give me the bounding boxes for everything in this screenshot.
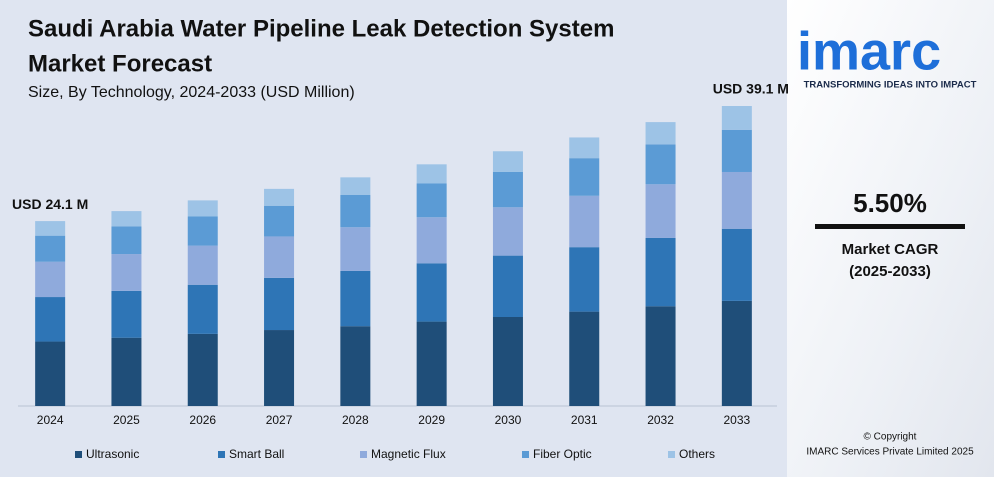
legend-swatch: [218, 451, 225, 458]
logo: imarc: [797, 21, 941, 81]
bar-segment: [645, 184, 676, 238]
chart-subtitle: Size, By Technology, 2024-2033 (USD Mill…: [28, 84, 355, 101]
bar-segment: [492, 255, 523, 317]
bar-segment: [340, 227, 371, 271]
cagr-value: 5.50%: [853, 188, 927, 218]
bar-segment: [35, 261, 66, 298]
bar-segment: [111, 226, 142, 255]
bar-segment: [492, 316, 523, 406]
bar-segment: [187, 284, 218, 334]
annotation: USD 39.1 M: [713, 81, 789, 97]
x-tick-label: 2027: [266, 413, 293, 427]
cagr-period: (2025-2033): [849, 263, 931, 280]
bar-segment: [721, 171, 752, 229]
bar-segment: [111, 290, 142, 338]
bar-segment: [264, 188, 295, 206]
bar-segment: [35, 235, 66, 262]
x-tick-label: 2028: [342, 413, 369, 427]
bar-segment: [721, 228, 752, 301]
bar-segment: [416, 263, 447, 322]
bar-segment: [569, 195, 600, 248]
x-tick-label: 2024: [37, 413, 64, 427]
bar-segment: [645, 306, 676, 406]
cagr-label: Market CAGR: [842, 241, 939, 258]
bar-segment: [492, 151, 523, 172]
bar-segment: [569, 137, 600, 159]
legend-label: Magnetic Flux: [371, 447, 446, 461]
bar-segment: [264, 277, 295, 331]
bar-segment: [416, 321, 447, 406]
bar-segment: [721, 129, 752, 172]
legend-label: Ultrasonic: [86, 447, 139, 461]
bar-segment: [340, 326, 371, 406]
x-tick-label: 2033: [723, 413, 750, 427]
bar-segment: [35, 221, 66, 236]
bar-segment: [416, 183, 447, 218]
copyright: © Copyright: [864, 432, 917, 443]
bar-segment: [645, 237, 676, 307]
bar-segment: [111, 211, 142, 227]
bar-segment: [264, 236, 295, 278]
legend-swatch: [360, 451, 367, 458]
bar-segment: [569, 158, 600, 196]
annotation: USD 24.1 M: [12, 196, 88, 212]
legend-swatch: [668, 451, 675, 458]
bar-segment: [264, 330, 295, 406]
bar-segment: [111, 337, 142, 406]
x-tick-label: 2032: [647, 413, 674, 427]
bar-segment: [35, 341, 66, 406]
company: IMARC Services Private Limited 2025: [806, 447, 974, 458]
bar-segment: [721, 300, 752, 406]
bar-segment: [492, 171, 523, 208]
chart-title: Market Forecast: [28, 50, 212, 77]
x-tick-label: 2025: [113, 413, 140, 427]
bar-segment: [340, 270, 371, 327]
bar-segment: [35, 297, 66, 342]
bar-segment: [340, 177, 371, 196]
bar-segment: [416, 164, 447, 184]
bar-segment: [492, 207, 523, 256]
tagline: TRANSFORMING IDEAS INTO IMPACT: [804, 80, 977, 91]
bar-segment: [416, 217, 447, 264]
bar-segment: [111, 254, 142, 291]
bar-segment: [645, 144, 676, 185]
bar-segment: [340, 195, 371, 228]
legend-label: Smart Ball: [229, 447, 284, 461]
bar-segment: [645, 122, 676, 145]
legend-label: Others: [679, 447, 715, 461]
legend-label: Fiber Optic: [533, 447, 592, 461]
sidebar-background: [787, 0, 994, 477]
bar-segment: [721, 106, 752, 130]
x-tick-label: 2031: [571, 413, 598, 427]
legend-swatch: [75, 451, 82, 458]
bar-segment: [187, 245, 218, 285]
x-tick-label: 2030: [495, 413, 522, 427]
legend-swatch: [522, 451, 529, 458]
bar-segment: [187, 200, 218, 217]
bar-segment: [569, 311, 600, 406]
bar-segment: [569, 247, 600, 312]
bar-segment: [264, 205, 295, 237]
bar-segment: [187, 333, 218, 406]
chart-title: Saudi Arabia Water Pipeline Leak Detecti…: [28, 15, 614, 42]
divider: [815, 224, 965, 229]
x-tick-label: 2026: [189, 413, 216, 427]
bar-segment: [187, 216, 218, 246]
x-tick-label: 2029: [418, 413, 445, 427]
